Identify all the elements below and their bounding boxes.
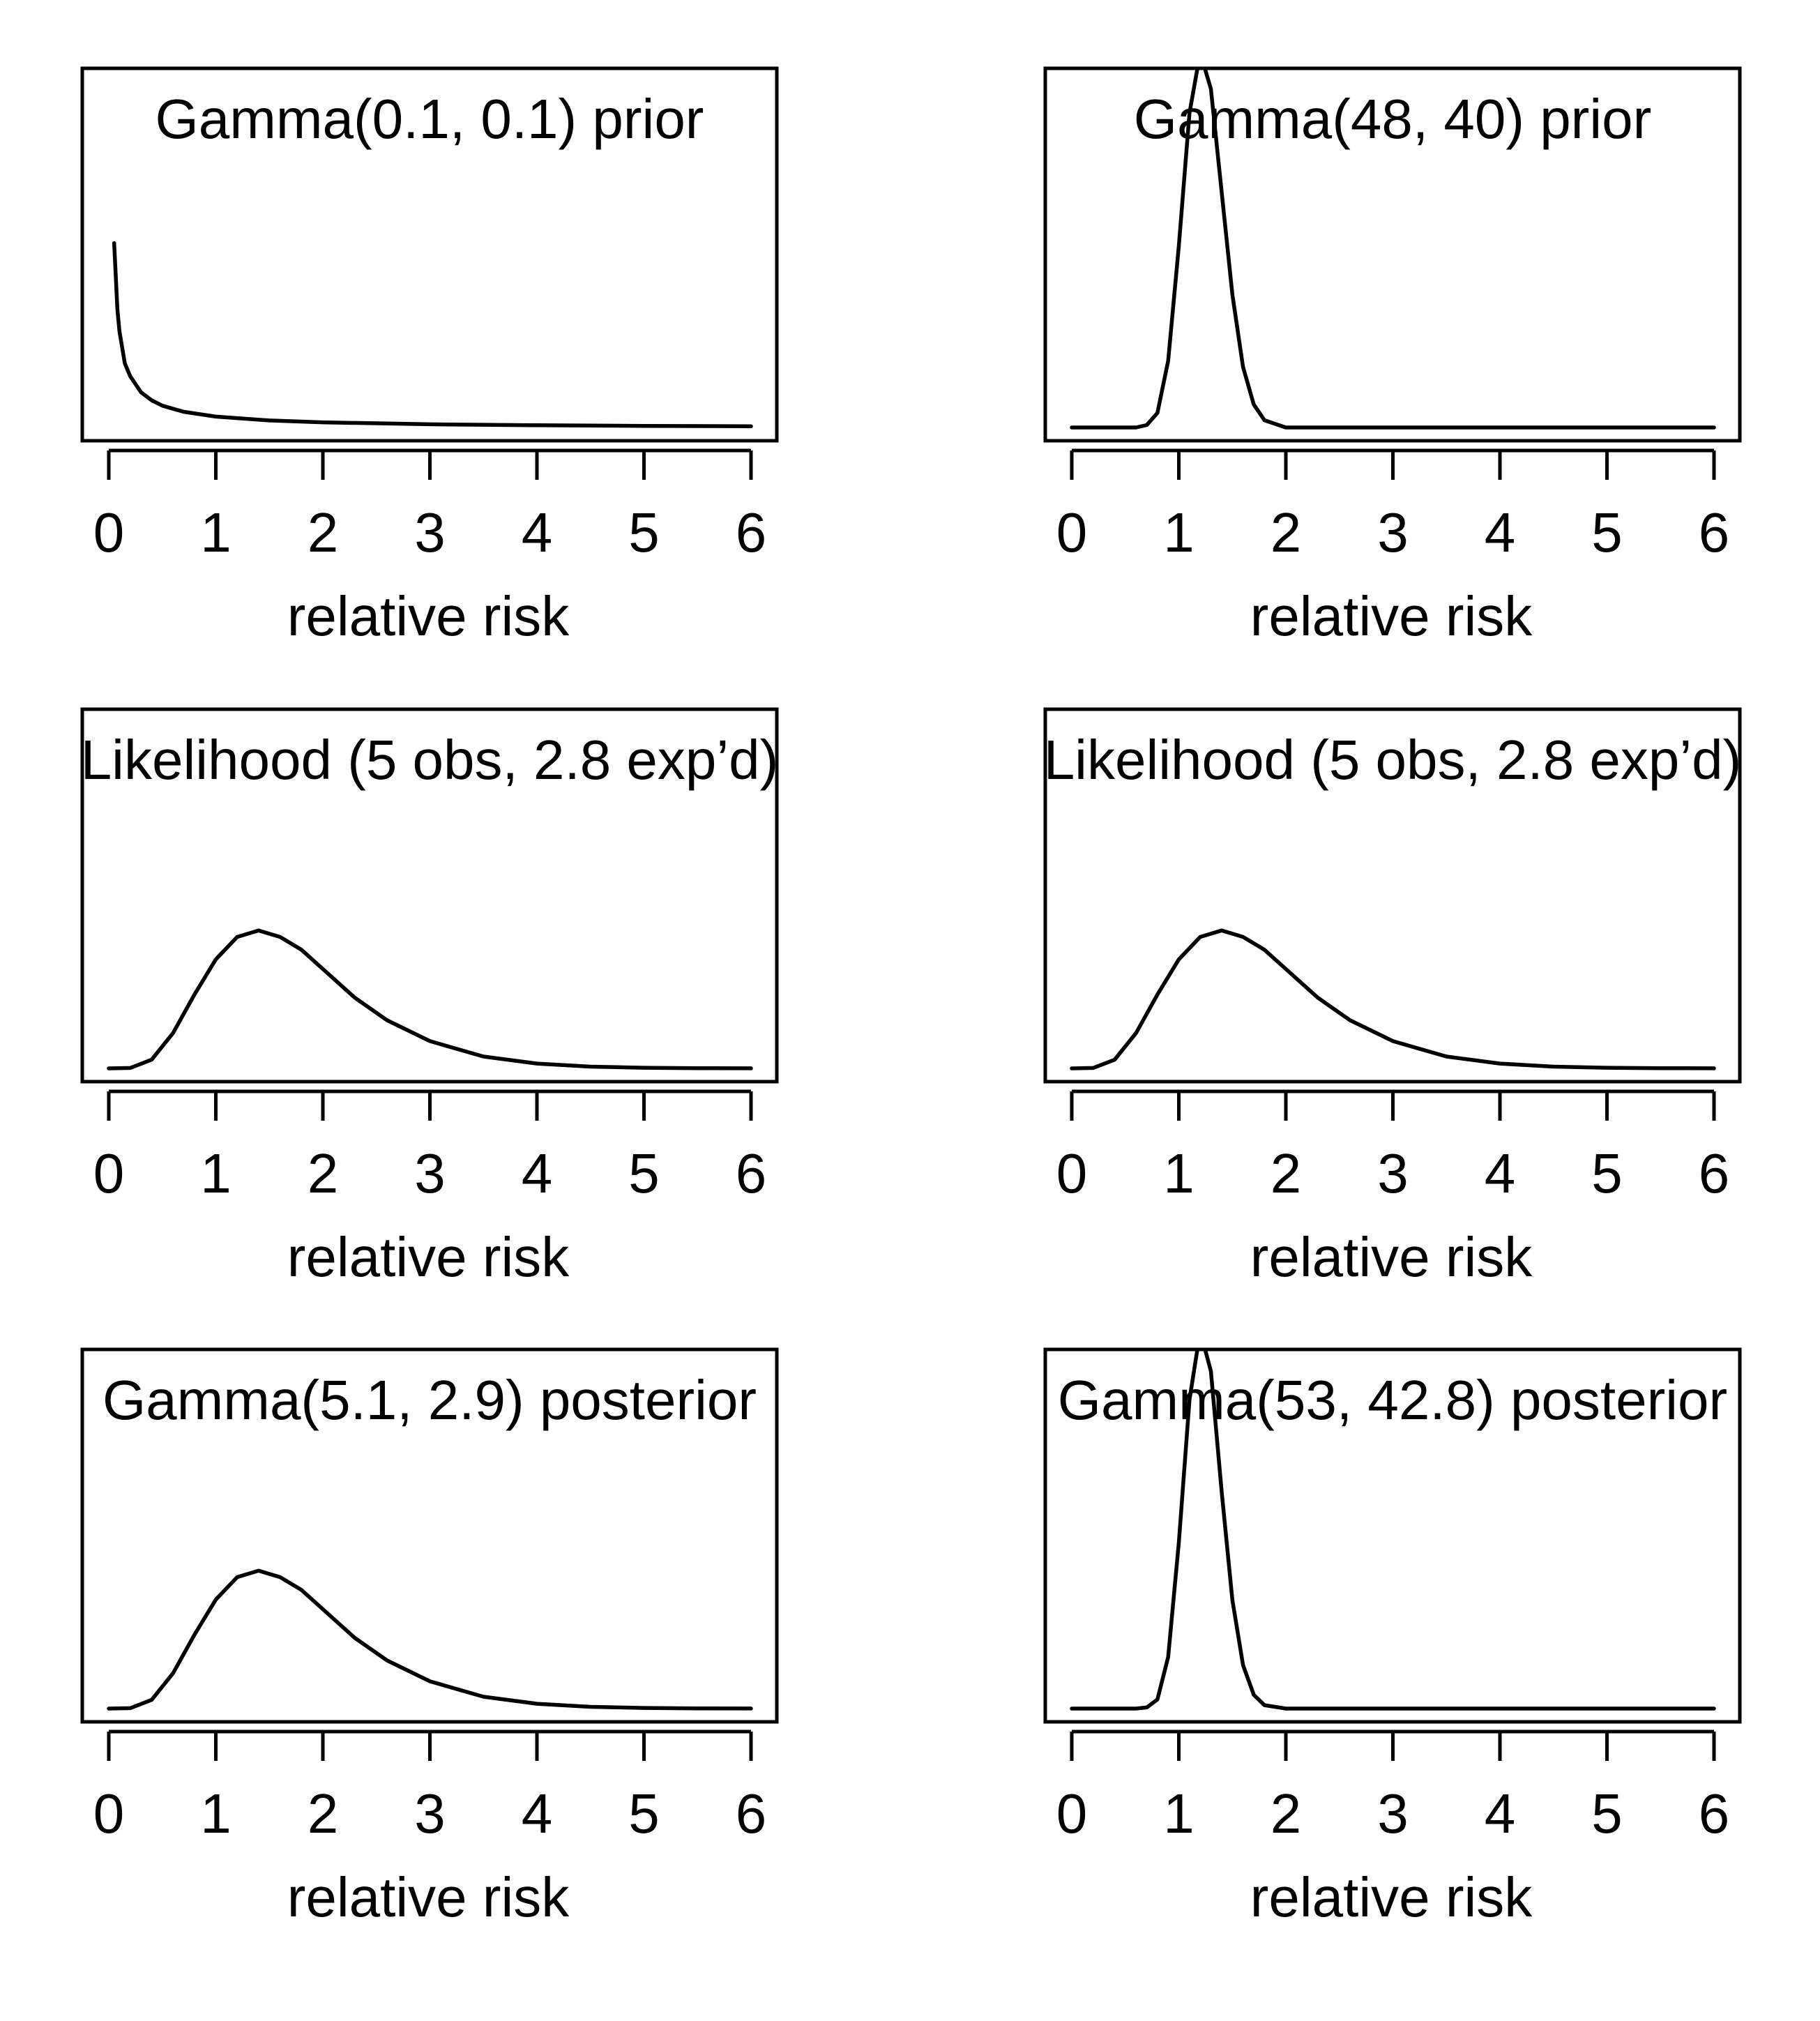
x-tick-label: 0 bbox=[1056, 501, 1088, 563]
x-axis-label: relative risk bbox=[1250, 1866, 1533, 1928]
chart-panel-3: Likelihood (5 obs, 2.8 exp’d) 0 1 2 3 4 5 6 rela… bbox=[80, 707, 779, 1288]
x-axis-label: relative risk bbox=[287, 1866, 570, 1928]
density-curve bbox=[107, 928, 753, 1070]
x-tick-label: 3 bbox=[414, 1782, 446, 1845]
x-tick-label: 1 bbox=[200, 501, 232, 563]
x-tick-label: 2 bbox=[308, 1142, 339, 1204]
panel-title: Likelihood (5 obs, 2.8 exp’d) bbox=[81, 729, 779, 791]
plot-frame bbox=[1043, 1347, 1742, 1724]
x-axis-label: relative risk bbox=[1250, 585, 1533, 647]
x-tick-label: 5 bbox=[628, 501, 660, 563]
x-tick-label: 0 bbox=[93, 1142, 125, 1204]
panel-title: Likelihood (5 obs, 2.8 exp’d) bbox=[1044, 729, 1742, 791]
x-tick-label: 6 bbox=[1699, 501, 1730, 563]
x-tick-label: 0 bbox=[1056, 1782, 1088, 1845]
x-tick-label: 1 bbox=[1163, 1782, 1195, 1845]
plot-frame bbox=[1043, 66, 1742, 443]
x-axis-label: relative risk bbox=[287, 1226, 570, 1288]
x-tick-label: 3 bbox=[1377, 501, 1409, 563]
x-tick-label: 2 bbox=[1271, 1782, 1302, 1845]
x-tick-label: 3 bbox=[1377, 1142, 1409, 1204]
x-tick-label: 6 bbox=[736, 501, 767, 563]
chart-panel-4: Likelihood (5 obs, 2.8 exp’d) 0 1 2 3 4 5 6 rela… bbox=[1043, 707, 1742, 1288]
panel-title: Gamma(48, 40) prior bbox=[1134, 88, 1651, 150]
density-curve bbox=[112, 241, 753, 428]
x-tick-label: 4 bbox=[1485, 501, 1516, 563]
x-tick-label: 6 bbox=[1699, 1142, 1730, 1204]
x-tick-label: 4 bbox=[522, 501, 553, 563]
x-tick-label: 5 bbox=[628, 1142, 660, 1204]
x-tick-label: 2 bbox=[1271, 1142, 1302, 1204]
plot-frame bbox=[1043, 707, 1742, 1084]
x-tick-label: 4 bbox=[522, 1142, 553, 1204]
x-tick-label: 2 bbox=[308, 501, 339, 563]
plot-frame bbox=[80, 66, 779, 443]
density-curve bbox=[1070, 1349, 1716, 1711]
x-axis-label: relative risk bbox=[287, 585, 570, 647]
density-curve bbox=[107, 1568, 753, 1711]
x-tick-label: 1 bbox=[200, 1782, 232, 1845]
x-tick-label: 5 bbox=[1591, 501, 1623, 563]
x-tick-label: 4 bbox=[1485, 1782, 1516, 1845]
chart-panel-5: Gamma(5.1, 2.9) posterior 0 1 2 3 4 5 6 relative… bbox=[80, 1347, 779, 1928]
plot-frame bbox=[80, 1347, 779, 1724]
x-tick-label: 5 bbox=[1591, 1142, 1623, 1204]
chart-panel-1: Gamma(0.1, 0.1) prior 0 1 2 3 4 5 6 relative ris… bbox=[80, 66, 779, 647]
chart-panel-6: Gamma(53, 42.8) posterior 0 1 2 3 4 5 6 relative… bbox=[1043, 1347, 1742, 1928]
x-tick-label: 3 bbox=[414, 501, 446, 563]
x-tick-label: 6 bbox=[736, 1142, 767, 1204]
x-tick-label: 6 bbox=[736, 1782, 767, 1845]
x-tick-label: 2 bbox=[1271, 501, 1302, 563]
x-tick-label: 3 bbox=[1377, 1782, 1409, 1845]
x-tick-label: 3 bbox=[414, 1142, 446, 1204]
x-tick-label: 4 bbox=[1485, 1142, 1516, 1204]
x-tick-label: 5 bbox=[628, 1782, 660, 1845]
x-tick-label: 1 bbox=[1163, 1142, 1195, 1204]
panel-title: Gamma(53, 42.8) posterior bbox=[1058, 1369, 1727, 1431]
x-tick-label: 4 bbox=[522, 1782, 553, 1845]
panel-title: Gamma(0.1, 0.1) prior bbox=[156, 88, 704, 150]
x-axis-label: relative risk bbox=[1250, 1226, 1533, 1288]
chart-panel-2: Gamma(48, 40) prior 0 1 2 3 4 5 6 relative risk bbox=[1043, 66, 1742, 647]
x-tick-label: 0 bbox=[93, 501, 125, 563]
x-tick-label: 1 bbox=[1163, 501, 1195, 563]
x-tick-label: 5 bbox=[1591, 1782, 1623, 1845]
density-curve bbox=[1070, 68, 1716, 430]
x-tick-label: 1 bbox=[200, 1142, 232, 1204]
x-tick-label: 2 bbox=[308, 1782, 339, 1845]
panel-title: Gamma(5.1, 2.9) posterior bbox=[103, 1369, 757, 1431]
density-curve bbox=[1070, 928, 1716, 1070]
x-tick-label: 0 bbox=[93, 1782, 125, 1845]
x-tick-label: 0 bbox=[1056, 1142, 1088, 1204]
plot-frame bbox=[80, 707, 779, 1084]
x-tick-label: 6 bbox=[1699, 1782, 1730, 1845]
